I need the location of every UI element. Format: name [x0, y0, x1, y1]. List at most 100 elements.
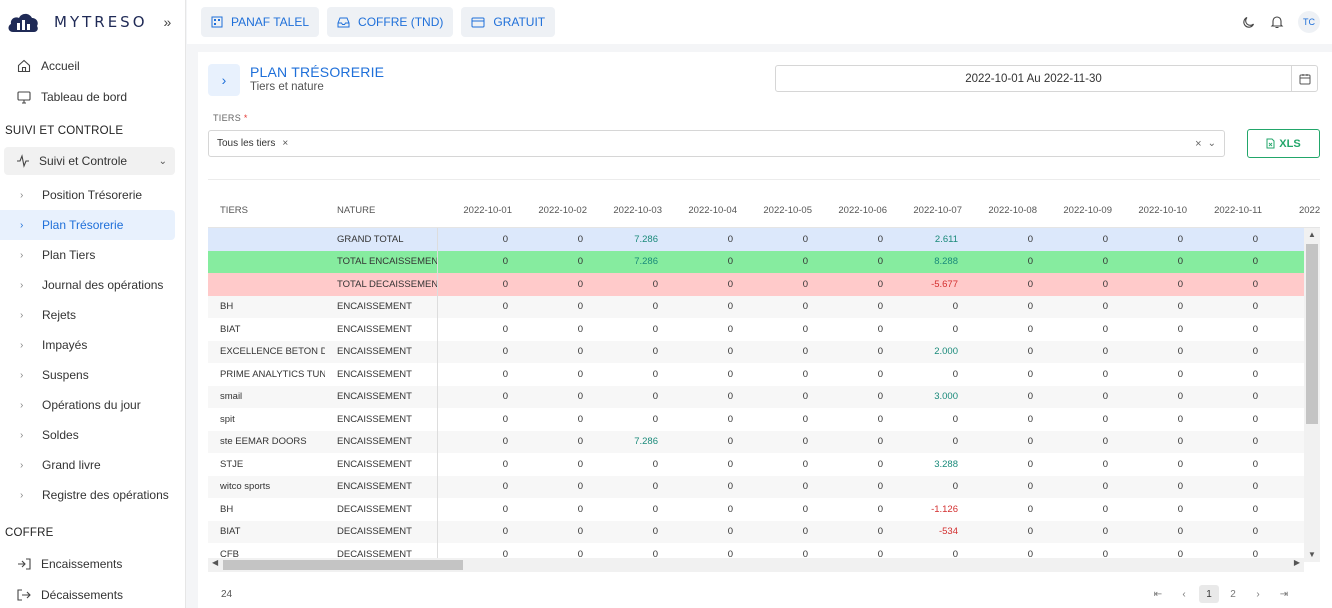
cell-value: 0	[1252, 481, 1258, 493]
nav-encaissements-label: Encaissements	[41, 556, 123, 571]
nav-decaissements[interactable]: Décaissements	[0, 579, 185, 608]
moon-icon[interactable]	[1242, 15, 1256, 29]
cell-value: 0	[877, 391, 883, 403]
calendar-icon[interactable]	[1291, 66, 1317, 91]
col-date[interactable]: 2022-10-11	[1214, 205, 1262, 216]
remove-chip-icon[interactable]: ×	[282, 138, 289, 149]
sidebar-subitem[interactable]: › Grand livre	[0, 450, 175, 480]
col-nature[interactable]: NATURE	[337, 205, 376, 216]
nav-encaissements[interactable]: Encaissements	[0, 548, 185, 579]
col-date[interactable]: 2022-10-01	[463, 205, 512, 216]
cell-value: 0	[952, 481, 958, 493]
section-suivi-title: SUIVI ET CONTROLE	[5, 125, 124, 137]
chevron-right-icon: ›	[221, 72, 227, 88]
cell-value: 0	[727, 413, 733, 425]
cell-value: 0	[952, 323, 958, 335]
cell-value: 0	[1252, 436, 1258, 448]
cell-value: 0	[1252, 548, 1258, 560]
tiers-select[interactable]: Tous les tiers × × ⌄	[208, 130, 1225, 157]
cell-value: 0	[1177, 436, 1183, 448]
cell-value: 0	[802, 391, 808, 403]
sidebar-subitem[interactable]: › Plan Trésorerie	[0, 210, 175, 240]
scroll-up-icon[interactable]: ▲	[1308, 230, 1316, 239]
cell-value: 0	[577, 548, 583, 560]
col-date[interactable]: 2022-10-07	[913, 205, 962, 216]
cell-value: 0	[502, 256, 508, 268]
sidebar-subitem[interactable]: › Rejets	[0, 300, 175, 330]
pagination: ⇤ ‹ 1 2 › ⇥	[1143, 585, 1295, 603]
cell-value: -5.677	[931, 278, 958, 290]
coffre-button[interactable]: COFFRE (TND)	[327, 7, 454, 37]
cell-value: 0	[1102, 481, 1108, 493]
group-suivi-et-controle[interactable]: Suivi et Controle ⌄	[4, 147, 175, 175]
sidebar-subitem[interactable]: › Journal des opérations	[0, 270, 175, 300]
horizontal-scroll-thumb[interactable]	[223, 560, 463, 570]
sidebar-subitem[interactable]: › Soldes	[0, 420, 175, 450]
first-page-icon[interactable]: ⇤	[1153, 588, 1163, 600]
col-date[interactable]: 2022-10-06	[838, 205, 887, 216]
col-date[interactable]: 2022-10-04	[688, 205, 737, 216]
chevron-down-icon[interactable]: ⌄	[1207, 138, 1216, 149]
scroll-left-icon[interactable]: ◀	[212, 558, 219, 567]
bell-icon[interactable]	[1270, 15, 1284, 29]
horizontal-scrollbar[interactable]: ◀ ▶	[208, 558, 1304, 572]
cell-value: 0	[1027, 278, 1033, 290]
monitor-icon	[16, 89, 32, 105]
cell-value: 0	[802, 526, 808, 538]
nav-accueil[interactable]: Accueil	[0, 50, 185, 81]
col-date[interactable]: 2022-10-	[1298, 205, 1320, 216]
main-card: › PLAN TRÉSORERIE Tiers et nature 2022-1…	[198, 52, 1332, 608]
col-date[interactable]: 2022-10-10	[1138, 205, 1187, 216]
page-2-button[interactable]: 2	[1230, 588, 1236, 600]
cell-value: 0	[802, 346, 808, 358]
scroll-down-icon[interactable]: ▼	[1308, 550, 1316, 559]
cell-value: 0	[1102, 526, 1108, 538]
sidebar-subitem[interactable]: › Plan Tiers	[0, 240, 175, 270]
col-date[interactable]: 2022-10-05	[763, 205, 812, 216]
cell-value: 0	[1102, 278, 1108, 290]
prev-page-icon[interactable]: ‹	[1182, 588, 1186, 600]
building-icon	[211, 16, 223, 28]
collapse-sidebar-icon[interactable]: »	[163, 14, 172, 30]
sidebar-subitem[interactable]: › Registre des opérations	[0, 480, 175, 510]
export-xls-button[interactable]: XLS	[1247, 129, 1320, 158]
cell-tiers	[208, 251, 325, 274]
nav-tableau-de-bord[interactable]: Tableau de bord	[0, 81, 185, 112]
chevron-down-icon: ⌄	[158, 155, 167, 167]
page-1-button[interactable]: 1	[1199, 585, 1219, 603]
last-page-icon[interactable]: ⇥	[1279, 588, 1289, 600]
cell-value: 0	[802, 368, 808, 380]
cell-value: 0	[1252, 503, 1258, 515]
col-date[interactable]: 2022-10-08	[988, 205, 1037, 216]
sidebar-subitem[interactable]: › Suspens	[0, 360, 175, 390]
clear-icon[interactable]: ×	[1195, 137, 1202, 150]
cell-tiers: EXCELLENCE BETON DI	[220, 346, 325, 358]
vertical-scroll-thumb[interactable]	[1306, 244, 1318, 424]
page-title: PLAN TRÉSORERIE	[250, 64, 385, 80]
sidebar-subitem-label: Journal des opérations	[42, 278, 164, 292]
col-date[interactable]: 2022-10-09	[1063, 205, 1112, 216]
col-tiers[interactable]: TIERS	[220, 205, 248, 216]
sidebar-subitem-label: Soldes	[42, 428, 79, 442]
chevron-right-icon: ›	[20, 429, 24, 441]
cell-nature: ENCAISSEMENT	[325, 430, 438, 453]
cell-value: 0	[1102, 256, 1108, 268]
next-page-icon[interactable]: ›	[1256, 588, 1260, 600]
cell-value: 0	[727, 233, 733, 245]
cell-value: 0	[1102, 503, 1108, 515]
cell-value: 0	[877, 481, 883, 493]
avatar[interactable]: TC	[1298, 11, 1320, 33]
plan-button[interactable]: GRATUIT	[461, 7, 556, 37]
toggle-menu-button[interactable]: ›	[208, 64, 240, 96]
cell-value: 0	[577, 256, 583, 268]
sidebar-subitem[interactable]: › Impayés	[0, 330, 175, 360]
sidebar-subitem[interactable]: › Opérations du jour	[0, 390, 175, 420]
col-date[interactable]: 2022-10-03	[613, 205, 662, 216]
vertical-scrollbar[interactable]: ▲ ▼	[1304, 228, 1320, 562]
company-button[interactable]: PANAF TALEL	[201, 7, 320, 37]
cell-value: 0	[877, 368, 883, 380]
col-date[interactable]: 2022-10-02	[538, 205, 587, 216]
scroll-right-icon[interactable]: ▶	[1293, 558, 1300, 567]
date-range-picker[interactable]: 2022-10-01 Au 2022-11-30	[775, 65, 1318, 92]
sidebar-subitem[interactable]: › Position Trésorerie	[0, 180, 175, 210]
